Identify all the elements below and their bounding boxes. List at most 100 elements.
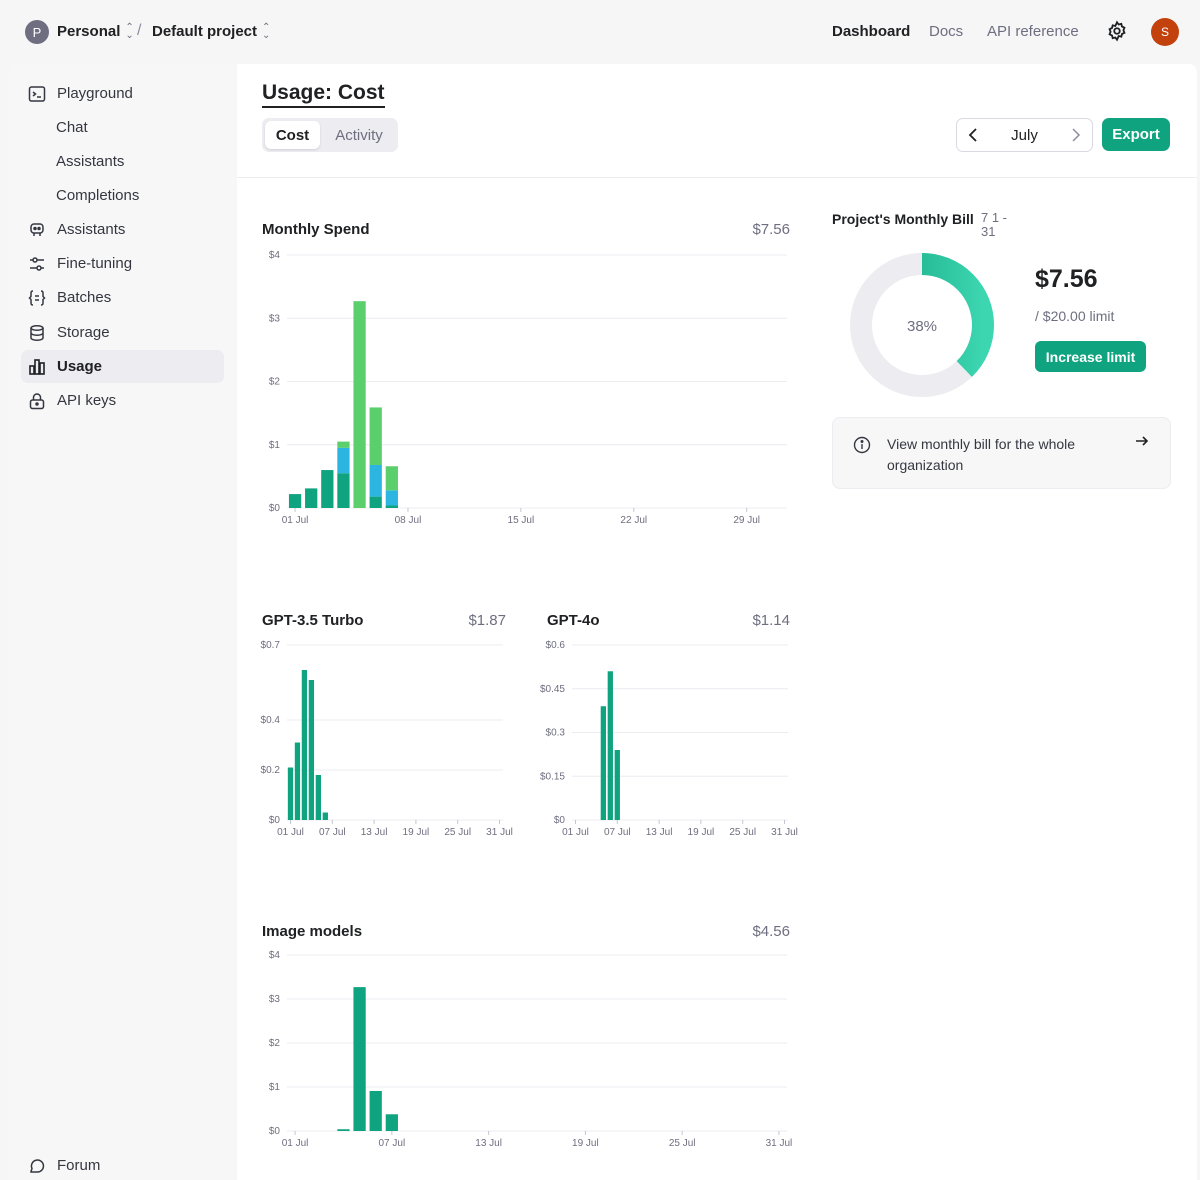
bar-chart-icon (28, 358, 46, 376)
sidebar-item-label: Completions (56, 187, 140, 204)
gear-icon[interactable] (1106, 20, 1128, 42)
bill-date-range: 7 1 - 31 (981, 211, 1011, 239)
bar[interactable] (321, 470, 334, 508)
sidebar-item-label: Storage (57, 324, 110, 341)
sidebar-item-playground[interactable]: Playground (21, 77, 224, 110)
org-bill-text: View monthly bill for the whole organiza… (887, 436, 1076, 473)
x-tick-label: 22 Jul (620, 515, 647, 526)
x-tick-label: 31 Jul (771, 827, 798, 838)
bar[interactable] (315, 775, 322, 820)
bar[interactable] (369, 1090, 382, 1131)
chevron-up-down-icon: ⌃ ⌄ (125, 21, 134, 41)
x-tick-label: 07 Jul (378, 1138, 405, 1149)
bar[interactable] (301, 670, 308, 820)
sidebar-item-label: Batches (57, 289, 112, 306)
sidebar-item-assistants[interactable]: Assistants (21, 213, 224, 246)
braces-icon (28, 289, 46, 307)
x-tick-label: 13 Jul (475, 1138, 502, 1149)
bar[interactable] (305, 488, 318, 508)
sidebar-item-api-keys[interactable]: API keys (21, 384, 224, 417)
y-tick-label: $0.15 (540, 771, 565, 782)
bar[interactable] (385, 505, 398, 508)
month-label: July (1011, 127, 1038, 144)
project-switcher[interactable]: Default project ⌃ ⌄ (152, 22, 270, 40)
bar[interactable] (353, 987, 366, 1131)
user-avatar[interactable]: S (1151, 18, 1179, 46)
sidebar-item-playground-assistants[interactable]: Assistants (21, 145, 224, 178)
bar[interactable] (287, 767, 294, 821)
org-switcher[interactable]: Personal ⌃ ⌄ (57, 21, 134, 41)
x-tick-label: 31 Jul (486, 827, 513, 838)
x-tick-label: 01 Jul (282, 1138, 309, 1149)
arrow-right-icon (1135, 434, 1149, 452)
increase-limit-button[interactable]: Increase limit (1035, 341, 1146, 372)
sidebar-item-chat[interactable]: Chat (21, 111, 224, 144)
bar[interactable] (353, 301, 366, 508)
bar[interactable] (369, 496, 382, 508)
header-divider (237, 177, 1197, 178)
donut-percent-label: 38% (907, 318, 937, 335)
bar[interactable] (337, 1129, 350, 1131)
y-tick-label: $0.3 (546, 728, 566, 739)
y-tick-label: $4 (269, 950, 281, 961)
bar[interactable] (322, 812, 328, 821)
y-tick-label: $0.6 (546, 640, 566, 651)
sidebar-item-completions[interactable]: Completions (21, 179, 224, 212)
x-tick-label: 01 Jul (562, 827, 589, 838)
bar[interactable] (337, 473, 350, 508)
bill-donut-chart: 38% (850, 253, 994, 397)
x-tick-label: 19 Jul (572, 1138, 599, 1149)
nav-docs[interactable]: Docs (929, 23, 964, 40)
chevron-right-icon[interactable] (1058, 119, 1092, 151)
gpt35-title: GPT-3.5 Turbo (262, 612, 364, 629)
bar[interactable] (600, 706, 607, 820)
sidebar-item-label: Forum (57, 1157, 101, 1174)
bar[interactable] (337, 441, 350, 448)
org-bill-link[interactable]: View monthly bill for the whole organiza… (832, 417, 1171, 489)
sidebar-item-usage[interactable]: Usage (21, 350, 224, 383)
bar[interactable] (288, 494, 302, 508)
y-tick-label: $4 (269, 250, 281, 261)
sidebar-item-storage[interactable]: Storage (21, 316, 224, 349)
x-tick-label: 19 Jul (403, 827, 430, 838)
sidebar: Playground Chat Assistants Completions A… (8, 64, 237, 1180)
bar[interactable] (294, 742, 301, 821)
bar[interactable] (369, 407, 382, 465)
bar[interactable] (337, 447, 350, 474)
chevron-left-icon[interactable] (957, 119, 991, 151)
export-button[interactable]: Export (1102, 118, 1170, 151)
month-picker: July (956, 118, 1093, 152)
image-models-title: Image models (262, 923, 363, 940)
nav-api-reference[interactable]: API reference (987, 23, 1079, 40)
tab-activity[interactable]: Activity (335, 126, 383, 144)
x-tick-label: 25 Jul (729, 827, 756, 838)
x-tick-label: 13 Jul (361, 827, 388, 838)
nav-dashboard[interactable]: Dashboard (832, 23, 911, 40)
y-tick-label: $0 (554, 815, 566, 826)
monthly-spend-total: $7.56 (752, 221, 790, 238)
sidebar-item-forum[interactable]: Forum (21, 1149, 224, 1180)
y-tick-label: $1 (269, 440, 281, 451)
bar[interactable] (385, 490, 398, 506)
x-tick-label: 01 Jul (282, 515, 309, 526)
y-tick-label: $3 (269, 313, 281, 324)
terminal-icon (28, 85, 46, 103)
x-tick-label: 25 Jul (669, 1138, 696, 1149)
bar[interactable] (607, 671, 613, 820)
bar[interactable] (308, 680, 315, 820)
sidebar-item-fine-tuning[interactable]: Fine-tuning (21, 247, 224, 280)
gpt35-chart: $0.7 $0.4 $0.2 $001 Jul 07 Jul 13 Jul 19 Jul 25… (261, 640, 513, 838)
tab-cost[interactable]: Cost (265, 121, 320, 149)
sidebar-item-batches[interactable]: Batches (21, 281, 224, 314)
bar[interactable] (369, 464, 382, 497)
main-panel: Usage: Cost Cost Activity July Export Mo… (237, 64, 1197, 1180)
org-avatar[interactable]: P (25, 20, 49, 44)
org-name: Personal (57, 23, 121, 40)
y-tick-label: $0.7 (261, 640, 281, 651)
top-bar: P Personal ⌃ ⌄ / Default project ⌃ ⌄ Dashb… (0, 0, 1200, 64)
bar[interactable] (614, 750, 620, 820)
sidebar-item-label: Playground (57, 85, 133, 102)
bar[interactable] (385, 466, 398, 491)
bar[interactable] (385, 1114, 398, 1131)
sidebar-item-label: Chat (56, 119, 88, 136)
